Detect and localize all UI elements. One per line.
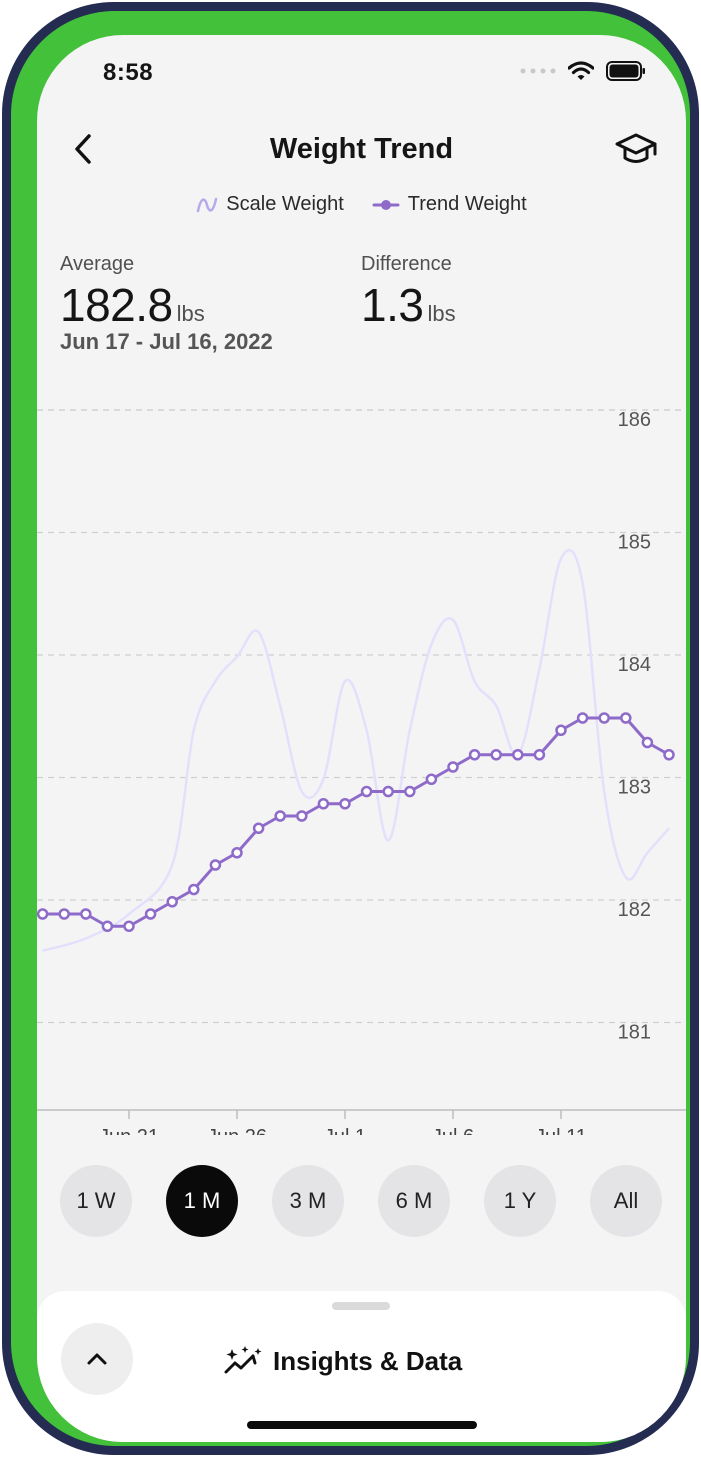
weight-trend-chart[interactable]: 186 185 184 183 182 181 Jun 21 Jun 26 Jul 1 Jul 6… (37, 375, 686, 1135)
difference-stat: Difference 1.3 lbs (361, 253, 456, 332)
y-tick-label: 186 (618, 409, 651, 431)
wifi-icon (568, 61, 594, 80)
difference-unit: lbs (427, 301, 456, 326)
average-unit: lbs (176, 301, 205, 326)
trend-weight-point (620, 712, 632, 724)
trend-weight-point (188, 883, 200, 896)
trend-weight-point (576, 712, 589, 724)
x-tick-label: Jun 26 (207, 1126, 267, 1135)
battery-icon (606, 61, 645, 81)
app-screen: 8:58 (37, 35, 686, 1442)
trend-weight-point (641, 736, 654, 749)
insights-sheet[interactable]: Insights & Data (37, 1291, 686, 1442)
chevron-up-icon (87, 1353, 107, 1365)
trend-weight-point (663, 749, 675, 761)
trend-weight-icon (372, 199, 400, 210)
graduation-cap-icon (615, 133, 657, 163)
insights-data-title: Insights & Data (273, 1345, 463, 1376)
legend-item-trend-weight: Trend Weight (372, 193, 527, 216)
period-1y-button[interactable]: 1 Y (484, 1165, 556, 1237)
scale-weight-line (42, 548, 670, 952)
status-icons (520, 61, 646, 81)
trend-weight-point (144, 908, 157, 920)
scale-weight-icon (197, 197, 218, 212)
trend-weight-point (490, 749, 502, 761)
trend-weight-point (274, 810, 286, 822)
trend-weight-point (101, 920, 114, 932)
sparkle-trend-icon (224, 1346, 262, 1374)
trend-weight-point (555, 724, 567, 736)
y-tick-label: 182 (618, 899, 651, 921)
period-6m-button[interactable]: 6 M (378, 1165, 450, 1237)
x-tick-label: Jun 21 (99, 1126, 159, 1135)
chart-legend: Scale Weight Trend Weight (37, 193, 686, 216)
x-tick-label: Jul 11 (535, 1126, 587, 1135)
difference-label: Difference (361, 253, 452, 275)
trend-weight-point (360, 785, 373, 798)
trend-weight-point (58, 908, 70, 920)
period-selector: 1 W 1 M 3 M 6 M 1 Y All (37, 1165, 686, 1237)
y-tick-label: 185 (618, 532, 651, 554)
expand-sheet-button[interactable] (61, 1323, 133, 1395)
phone-accent-ring: 8:58 (11, 11, 690, 1446)
period-3m-button[interactable]: 3 M (272, 1165, 344, 1237)
trend-weight-point (231, 847, 243, 859)
legend-label-trend-weight: Trend Weight (407, 193, 527, 215)
date-range: Jun 17 - Jul 16, 2022 (60, 329, 273, 354)
trend-weight-point (123, 920, 135, 932)
trend-weight-point (382, 785, 394, 798)
x-tick-label: Jul 6 (432, 1126, 474, 1135)
trend-weight-point (598, 712, 610, 724)
trend-weight-point (37, 908, 49, 920)
trend-weight-point (447, 761, 459, 773)
back-button[interactable] (63, 129, 103, 169)
trend-weight-point (425, 773, 438, 785)
trend-weight-point (468, 749, 481, 761)
average-stat: Average 182.8 lbs (60, 253, 205, 332)
period-1m-button[interactable]: 1 M (166, 1165, 238, 1237)
y-tick-label: 183 (618, 777, 651, 799)
learn-button[interactable] (614, 129, 658, 169)
header: Weight Trend (37, 129, 686, 179)
period-1w-button[interactable]: 1 W (60, 1165, 132, 1237)
legend-item-scale-weight: Scale Weight (196, 193, 344, 216)
trend-weight-point (533, 749, 546, 761)
sheet-grabber[interactable] (332, 1302, 390, 1310)
signal-dots-icon (520, 68, 556, 74)
period-all-button[interactable]: All (590, 1165, 662, 1237)
trend-weight-point (339, 798, 351, 810)
trend-weight-point (209, 859, 222, 871)
trend-weight-point (166, 896, 178, 908)
trend-weight-point (404, 785, 416, 798)
chevron-left-icon (75, 134, 91, 164)
trend-weight-point (252, 822, 265, 834)
x-tick-label: Jul 1 (324, 1126, 366, 1135)
difference-value-row: 1.3 lbs (361, 278, 456, 332)
average-value: 182.8 (60, 279, 173, 331)
trend-weight-line (42, 716, 670, 928)
y-tick-label: 181 (618, 1022, 651, 1044)
legend-label-scale-weight: Scale Weight (226, 193, 344, 215)
home-indicator[interactable] (247, 1421, 477, 1429)
difference-value: 1.3 (361, 279, 424, 331)
y-tick-label: 184 (618, 654, 651, 676)
trend-weight-point (80, 908, 92, 920)
page-title: Weight Trend (269, 133, 454, 165)
trend-weight-point (296, 810, 308, 822)
trend-weight-point (317, 798, 330, 810)
status-time: 8:58 (103, 59, 154, 86)
insights-data-header[interactable]: Insights & Data (223, 1345, 462, 1377)
trend-weight-point (512, 749, 524, 761)
average-value-row: 182.8 lbs (60, 278, 205, 332)
average-label: Average (60, 253, 135, 275)
